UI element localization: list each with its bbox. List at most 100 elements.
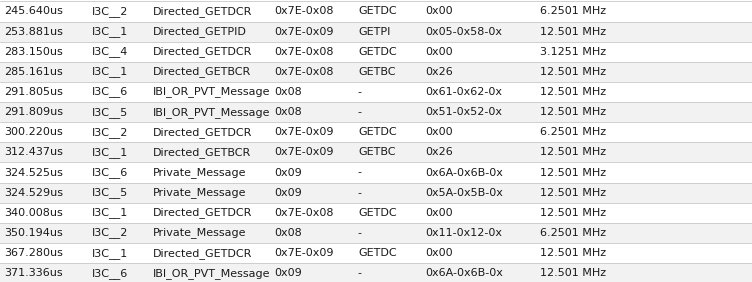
Text: 0x00: 0x00 (425, 248, 453, 258)
Text: I3C__5: I3C__5 (92, 187, 128, 198)
Text: 12.501 MHz: 12.501 MHz (540, 67, 606, 77)
Text: GETBC: GETBC (358, 67, 396, 77)
Text: Private_Message: Private_Message (153, 228, 246, 238)
Text: 340.008us: 340.008us (5, 208, 63, 218)
Text: Directed_GETDCR: Directed_GETDCR (153, 248, 252, 259)
Text: 300.220us: 300.220us (5, 127, 63, 137)
Text: 0x7E-0x09: 0x7E-0x09 (274, 147, 334, 157)
Text: I3C__6: I3C__6 (92, 87, 128, 98)
Bar (0, 203, 752, 223)
Text: -: - (358, 268, 362, 278)
Text: -: - (358, 87, 362, 97)
Text: 0x00: 0x00 (425, 127, 453, 137)
Text: 0x7E-0x09: 0x7E-0x09 (274, 248, 334, 258)
Text: GETDC: GETDC (358, 6, 396, 16)
Text: 312.437us: 312.437us (5, 147, 63, 157)
Text: 245.640us: 245.640us (5, 6, 63, 16)
Text: I3C__6: I3C__6 (92, 167, 128, 178)
Text: 0x26: 0x26 (425, 67, 453, 77)
Bar (0, 122, 752, 142)
Text: I3C__6: I3C__6 (92, 268, 128, 279)
Text: 371.336us: 371.336us (5, 268, 63, 278)
Text: -: - (358, 188, 362, 198)
Text: IBI_OR_PVT_Message: IBI_OR_PVT_Message (153, 107, 270, 118)
Text: 253.881us: 253.881us (5, 27, 63, 37)
Text: 12.501 MHz: 12.501 MHz (540, 268, 606, 278)
Text: Directed_GETDCR: Directed_GETDCR (153, 46, 252, 57)
Text: Private_Message: Private_Message (153, 167, 246, 178)
Text: Directed_GETDCR: Directed_GETDCR (153, 6, 252, 17)
Text: GETDC: GETDC (358, 127, 396, 137)
Text: 0x5A-0x5B-0x: 0x5A-0x5B-0x (425, 188, 503, 198)
Text: 12.501 MHz: 12.501 MHz (540, 168, 606, 178)
Text: I3C__1: I3C__1 (92, 26, 128, 37)
Text: GETPI: GETPI (358, 27, 390, 37)
Text: 0x7E-0x09: 0x7E-0x09 (274, 127, 334, 137)
Text: 0x7E-0x08: 0x7E-0x08 (274, 67, 334, 77)
Text: 12.501 MHz: 12.501 MHz (540, 27, 606, 37)
Text: 0x00: 0x00 (425, 6, 453, 16)
Text: GETDC: GETDC (358, 47, 396, 57)
Text: -: - (358, 168, 362, 178)
Text: 0x26: 0x26 (425, 147, 453, 157)
Text: I3C__5: I3C__5 (92, 107, 128, 118)
Text: 6.2501 MHz: 6.2501 MHz (540, 228, 606, 238)
Bar (0, 223, 752, 243)
Text: I3C__2: I3C__2 (92, 6, 128, 17)
Text: 0x00: 0x00 (425, 47, 453, 57)
Bar (0, 243, 752, 263)
Text: 0x00: 0x00 (425, 208, 453, 218)
Text: I3C__1: I3C__1 (92, 248, 128, 259)
Text: 0x09: 0x09 (274, 168, 302, 178)
Text: 12.501 MHz: 12.501 MHz (540, 107, 606, 117)
Text: -: - (358, 107, 362, 117)
Text: GETBC: GETBC (358, 147, 396, 157)
Text: IBI_OR_PVT_Message: IBI_OR_PVT_Message (153, 268, 270, 279)
Text: I3C__4: I3C__4 (92, 46, 128, 57)
Bar (0, 62, 752, 82)
Text: GETDC: GETDC (358, 248, 396, 258)
Bar (0, 263, 752, 282)
Text: Directed_GETBCR: Directed_GETBCR (153, 147, 251, 158)
Text: 0x6A-0x6B-0x: 0x6A-0x6B-0x (425, 268, 503, 278)
Text: 0x08: 0x08 (274, 87, 302, 97)
Text: 12.501 MHz: 12.501 MHz (540, 188, 606, 198)
Text: 0x7E-0x08: 0x7E-0x08 (274, 208, 334, 218)
Text: I3C__1: I3C__1 (92, 207, 128, 218)
Text: Directed_GETDCR: Directed_GETDCR (153, 127, 252, 138)
Text: I3C__2: I3C__2 (92, 127, 128, 138)
Bar (0, 183, 752, 203)
Text: 324.525us: 324.525us (5, 168, 63, 178)
Text: 0x7E-0x09: 0x7E-0x09 (274, 27, 334, 37)
Text: I3C__1: I3C__1 (92, 147, 128, 158)
Text: 0x09: 0x09 (274, 268, 302, 278)
Text: 283.150us: 283.150us (5, 47, 63, 57)
Text: 0x11-0x12-0x: 0x11-0x12-0x (425, 228, 502, 238)
Text: Private_Message: Private_Message (153, 187, 246, 198)
Text: 291.805us: 291.805us (5, 87, 63, 97)
Text: GETDC: GETDC (358, 208, 396, 218)
Text: 0x61-0x62-0x: 0x61-0x62-0x (425, 87, 502, 97)
Text: I3C__2: I3C__2 (92, 228, 128, 238)
Text: 285.161us: 285.161us (5, 67, 63, 77)
Text: 3.1251 MHz: 3.1251 MHz (540, 47, 606, 57)
Bar (0, 142, 752, 162)
Text: 6.2501 MHz: 6.2501 MHz (540, 6, 606, 16)
Bar (0, 162, 752, 183)
Text: 350.194us: 350.194us (5, 228, 63, 238)
Text: 0x05-0x58-0x: 0x05-0x58-0x (425, 27, 502, 37)
Text: 12.501 MHz: 12.501 MHz (540, 248, 606, 258)
Text: 0x6A-0x6B-0x: 0x6A-0x6B-0x (425, 168, 503, 178)
Text: 367.280us: 367.280us (5, 248, 63, 258)
Text: 291.809us: 291.809us (5, 107, 63, 117)
Text: 12.501 MHz: 12.501 MHz (540, 147, 606, 157)
Text: 0x08: 0x08 (274, 107, 302, 117)
Text: 0x7E-0x08: 0x7E-0x08 (274, 47, 334, 57)
Text: -: - (358, 228, 362, 238)
Text: 0x08: 0x08 (274, 228, 302, 238)
Text: I3C__1: I3C__1 (92, 67, 128, 77)
Bar (0, 1, 752, 21)
Bar (0, 42, 752, 62)
Text: Directed_GETDCR: Directed_GETDCR (153, 207, 252, 218)
Text: 0x51-0x52-0x: 0x51-0x52-0x (425, 107, 502, 117)
